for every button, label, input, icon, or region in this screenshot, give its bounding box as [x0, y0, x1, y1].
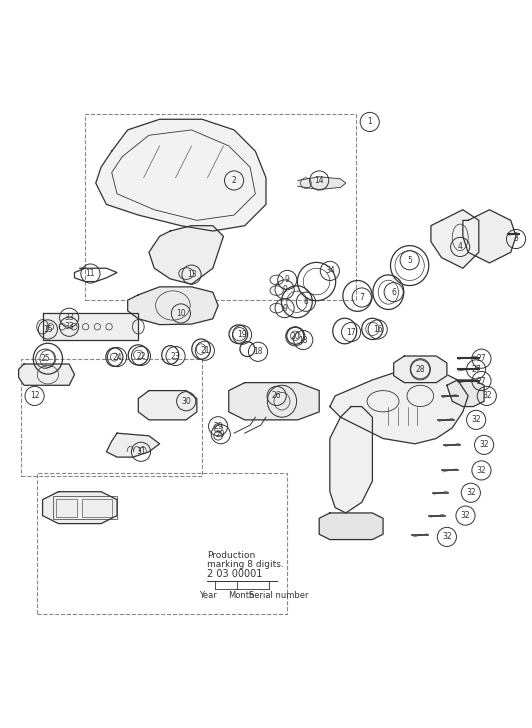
Polygon shape: [463, 210, 516, 263]
Text: 18: 18: [298, 336, 308, 344]
Text: Production: Production: [207, 551, 256, 560]
Polygon shape: [298, 177, 346, 189]
Text: 21: 21: [200, 347, 210, 355]
Polygon shape: [106, 433, 160, 457]
Text: 23: 23: [171, 352, 180, 360]
Text: Year: Year: [200, 591, 217, 600]
Text: 7: 7: [359, 293, 364, 302]
Text: 32: 32: [461, 511, 470, 520]
Text: 3: 3: [513, 234, 519, 243]
Polygon shape: [431, 210, 479, 268]
Text: 29: 29: [213, 422, 223, 431]
Polygon shape: [43, 314, 138, 340]
Text: 32: 32: [477, 466, 486, 475]
Polygon shape: [96, 119, 266, 231]
Polygon shape: [138, 391, 197, 420]
Text: 19: 19: [237, 331, 247, 339]
Text: 10: 10: [176, 309, 186, 318]
Bar: [85, 114, 356, 300]
Text: 9: 9: [285, 275, 290, 285]
Polygon shape: [330, 369, 468, 444]
Text: 22: 22: [136, 352, 146, 360]
Text: 29: 29: [216, 430, 226, 439]
Text: 6: 6: [391, 288, 396, 297]
Polygon shape: [319, 513, 383, 539]
Text: 34: 34: [325, 266, 335, 275]
Text: marking 8 digits.: marking 8 digits.: [207, 560, 284, 569]
Text: 1: 1: [368, 117, 372, 127]
Text: 32: 32: [479, 440, 489, 449]
Text: 8: 8: [304, 297, 308, 306]
Polygon shape: [394, 356, 447, 383]
Text: Month: Month: [228, 591, 254, 600]
Text: 28: 28: [415, 365, 425, 373]
Text: 12: 12: [30, 392, 39, 400]
Text: 27: 27: [471, 365, 481, 373]
Text: 26: 26: [272, 392, 281, 400]
Text: Serial number: Serial number: [249, 591, 309, 600]
Text: 15: 15: [43, 325, 53, 334]
Polygon shape: [330, 406, 372, 513]
Text: 9: 9: [282, 304, 287, 312]
Text: 31: 31: [136, 447, 146, 456]
Text: 17: 17: [346, 328, 356, 336]
Text: 18: 18: [253, 347, 263, 356]
Polygon shape: [229, 383, 319, 420]
Polygon shape: [19, 364, 74, 385]
Polygon shape: [43, 491, 117, 523]
Text: 20: 20: [290, 332, 300, 341]
Text: 14: 14: [314, 176, 324, 185]
Text: 9: 9: [282, 285, 287, 294]
Text: 16: 16: [373, 325, 383, 334]
Text: 4: 4: [458, 242, 463, 251]
Bar: [82, 499, 112, 517]
Text: 25: 25: [40, 355, 50, 363]
Text: 33: 33: [64, 313, 74, 323]
Bar: [37, 473, 287, 614]
Text: 30: 30: [181, 397, 191, 405]
Text: 13: 13: [187, 270, 196, 279]
Polygon shape: [447, 380, 484, 406]
Bar: [56, 499, 77, 517]
Bar: [21, 359, 202, 475]
Text: 32: 32: [471, 416, 481, 424]
Text: 2 03 00001: 2 03 00001: [207, 569, 263, 579]
Text: 5: 5: [407, 256, 412, 265]
Text: 32: 32: [482, 392, 492, 400]
Text: 2: 2: [232, 176, 236, 185]
Text: 32: 32: [466, 488, 476, 497]
Text: 33: 33: [64, 323, 74, 331]
Bar: [53, 496, 117, 519]
Text: 11: 11: [86, 269, 95, 278]
Text: 27: 27: [477, 355, 486, 363]
Text: 24: 24: [112, 352, 122, 362]
Polygon shape: [128, 287, 218, 325]
Polygon shape: [149, 226, 223, 284]
Text: 27: 27: [477, 376, 486, 386]
Text: 32: 32: [442, 532, 452, 542]
